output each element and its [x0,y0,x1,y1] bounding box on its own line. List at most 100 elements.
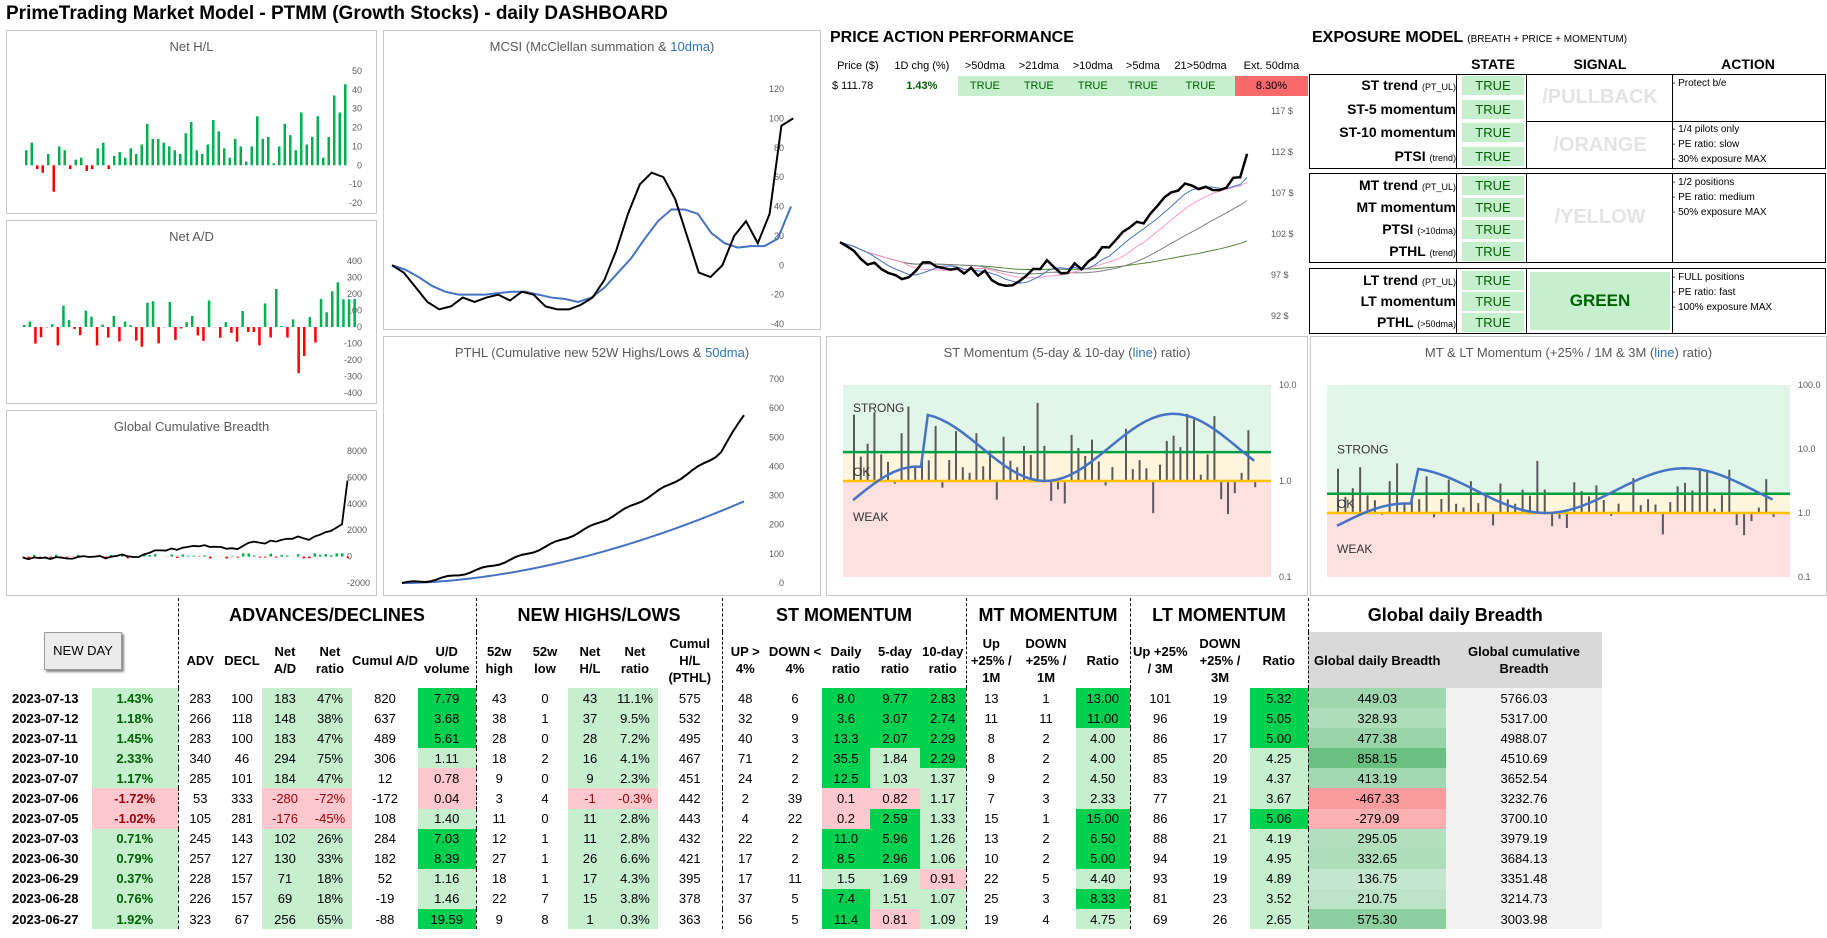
table-cell: 83 [1129,768,1190,789]
exposure-row-label: PTSI (>10dma) [1382,221,1456,237]
table-cell: 442 [678,791,701,807]
row-date: 2023-07-05 [12,811,79,827]
table-cell: 143 [231,831,253,847]
table-cell: -1.02% [92,808,178,829]
row-date: 2023-07-03 [12,831,79,847]
table-cell: 1 [1042,690,1050,706]
momentum-bar [1373,500,1376,513]
table-cell: 9 [791,710,799,726]
momentum-bar [1469,481,1472,513]
table-cell: 4.40 [1076,868,1130,889]
table-cell: 3.68 [418,708,476,729]
momentum-bar [1669,502,1672,513]
net-ad-bar [252,327,256,332]
exposure-row-label: PTHL (>50dma) [1377,314,1456,330]
momentum-bar [859,456,862,481]
net-ad-bar [291,319,295,327]
momentum-bar [853,414,855,481]
table-cell: 1.84 [870,748,920,769]
table-cell: 101 [1129,688,1190,709]
momentum-bar [1145,468,1148,481]
net-ad-bar [224,322,228,327]
momentum-bar [934,425,937,481]
table-cell: 127 [231,851,253,867]
net-hl-bar [179,153,182,166]
y-tick-label: 10.0 [1798,444,1816,454]
momentum-bar [1499,483,1502,513]
momentum-bar [873,412,876,481]
table-cell: 26 [568,848,612,869]
y-tick-label: -10 [349,179,362,189]
y-tick-label: 100 [769,549,784,559]
table-cell: 1.07 [920,888,966,910]
table-cell: 33% [308,848,352,869]
table-cell: 226 [177,888,222,910]
ok-zone [1327,493,1790,513]
moving-average-line [839,181,1248,279]
net-hl-title: Net H/L [169,39,214,54]
net-ad-bar [51,324,54,327]
table-cell: 2.29 [920,728,966,749]
table-cell: -0.3% [612,788,658,809]
y-tick-label: 0 [347,552,352,562]
table-cell: 52 [377,871,393,887]
weak-zone [843,481,1271,577]
table-cell: 7.4 [822,888,870,910]
col-state-header: STATE [1471,56,1515,72]
table-cell: 820 [374,690,396,706]
table-cell: 71 [721,748,768,769]
table-cell: 432 [678,831,701,847]
price-action-value: $ 111.78 [832,80,874,92]
net-ad-bar [185,322,188,327]
momentum-bar [941,481,944,488]
table-cell: 2 [721,788,768,809]
table-column-header: 52w high [475,632,522,688]
y-tick-label: 400 [769,461,784,471]
momentum-bar [1077,448,1080,481]
table-cell: 6.50 [1076,828,1130,849]
table-cell: 284 [374,831,396,847]
y-tick-label: 10.0 [1279,380,1297,390]
table-cell: 1.18% [92,708,178,729]
daily-breadth-bar [49,556,52,558]
col-signal-header: SIGNAL [1573,56,1627,72]
table-cell: 32 [721,708,768,729]
net-hl-chart: Net H/L 50 40 30 20 10 0 -10 -20 [6,30,377,214]
net-hl-bar [157,138,160,166]
net-ad-bar [202,327,205,341]
table-cell: 13 [965,688,1016,709]
new-day-button[interactable]: NEW DAY [44,632,122,670]
table-cell: 858.15 [1307,748,1446,769]
momentum-bar [995,481,998,500]
table-cell: 3 [1042,791,1050,807]
table-cell: 1.17% [92,768,178,789]
table-cell: 1.33 [920,808,966,829]
table-cell: 4510.69 [1446,748,1602,769]
table-cell: 1 [541,871,549,887]
signal-green: GREEN [1530,272,1670,330]
table-column-header: Daily ratio [830,644,862,676]
table-cell: -467.33 [1307,788,1446,809]
table-cell: 17 [721,868,768,889]
table-cell: 5 [791,891,799,907]
exposure-row-label: MT momentum [1356,199,1456,215]
price-action-table: Price ($) 1D chg (%) >50dma >21dma >10dma >5d… [830,56,1308,96]
net-hl-bar [69,165,72,170]
net-ad-bar [107,327,110,338]
momentum-bar [1617,503,1620,513]
momentum-bar [1728,469,1731,513]
momentum-bar [1152,481,1155,514]
table-cell: 5.96 [870,828,920,849]
table-cell: 256 [262,909,308,930]
state-cell: TRUE [1462,271,1524,290]
table-cell: 0.3% [612,909,658,930]
mt-exposure-box [1309,173,1826,263]
net-hl-bar [74,159,77,166]
table-cell: 1 [541,710,549,726]
table-cell: 47% [308,768,352,789]
net-ad-bar [303,327,306,357]
table-cell: 2.65 [1250,909,1308,930]
table-cell: 39 [787,791,803,807]
action-item: - PE ratio: slow [1672,139,1740,150]
table-cell: 257 [177,848,222,869]
